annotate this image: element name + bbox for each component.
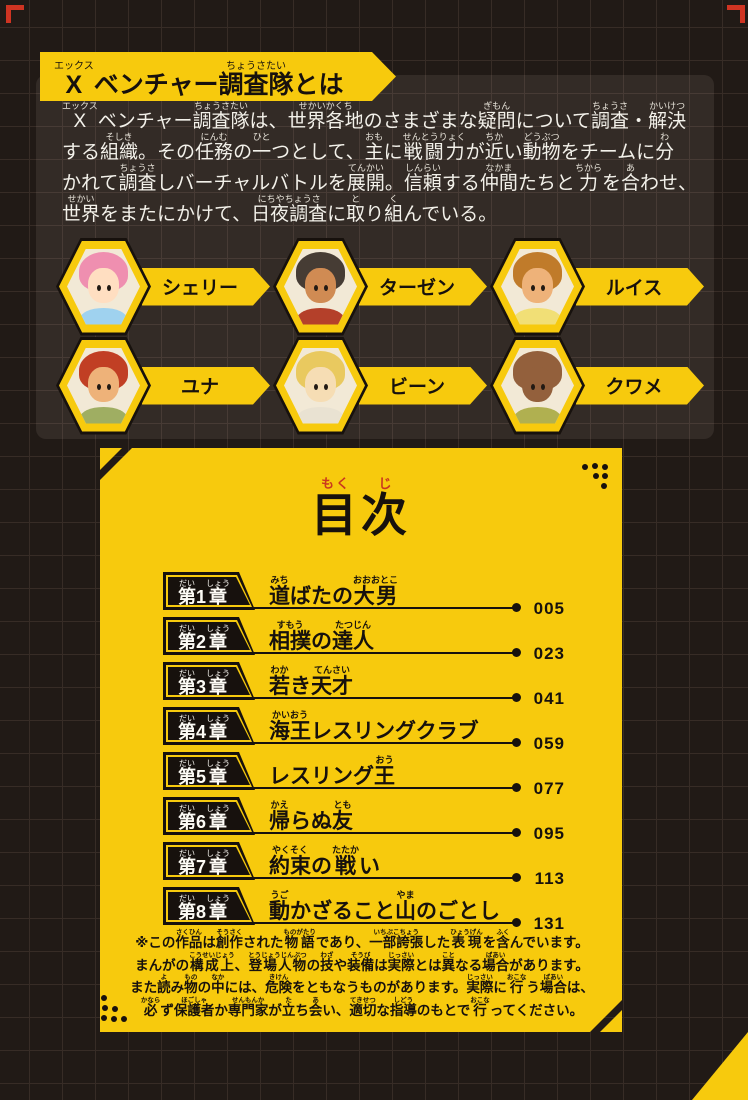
chapter-title: 相撲すもうの達人たつじん (269, 620, 374, 653)
chapter-badge: 第だい5章しょう (163, 752, 255, 790)
chapter-label: 第だい4章しょう (177, 714, 230, 742)
leader-dot (512, 783, 521, 792)
intro-line: かれて調査ちょうさしバーチャルバトルを展開てんかい。信頼しんらいする仲間なかまた… (62, 163, 697, 194)
chapter-page-number: 095 (533, 824, 565, 843)
leader-dot (512, 648, 521, 657)
intro-line: 世界せかいをまたにかけて、日夜調査にちやちょうさに取とり組くんでいる。 (62, 194, 498, 225)
chapter-title: 帰かえらぬ友とも (269, 800, 353, 833)
chapter-title: 若わかき天才てんさい (269, 665, 353, 698)
corner-registration-mark (6, 5, 24, 23)
intro-line: Xエックスベンチャー調査隊ちょうさたいは、世界各地せかいかくちのさまざまな疑問ぎ… (62, 101, 687, 132)
toc-chapter-row: 第だい5章しょう レスリング王おう 077 (163, 746, 565, 798)
toc-chapter-row: 第だい3章しょう 若わかき天才てんさい 041 (163, 656, 565, 708)
page-corner-accent (692, 1032, 748, 1100)
chapter-label: 第だい3章しょう (177, 669, 230, 697)
character-name: ルイス (605, 278, 663, 299)
disclaimer-line: 必かならず保護者ほごしゃか専門家せんもんかが立たち会あい、適切てきせつな指導しど… (140, 996, 584, 1018)
toc-chapter-row: 第だい8章しょう 動うごかざること山やまのごとし 131 (163, 881, 565, 933)
character-card: ターゼン (273, 237, 490, 336)
chapter-page-number: 005 (533, 599, 565, 618)
disclaimer-notes: ※この作品さくひんは創作そうさくされた物語ものがたりであり、一部誇張いちぶこちょ… (112, 929, 612, 1019)
leader-dot (512, 693, 521, 702)
chapter-page-number: 023 (533, 644, 565, 663)
character-name: シェリー (161, 278, 238, 299)
character-portrait-hexagon (490, 237, 585, 336)
character-card: ルイス (490, 237, 707, 336)
chapter-page-number: 113 (534, 869, 565, 888)
toc-chapter-row: 第だい1章しょう 道みちばたの大男おおおとこ 005 (163, 566, 565, 618)
chapter-title: レスリング王おう (269, 755, 395, 788)
character-card: ユナ (56, 336, 273, 435)
character-name-banner: ルイス (576, 268, 704, 306)
character-portrait-hexagon (56, 237, 151, 336)
corner-registration-mark (727, 5, 745, 23)
chapter-badge: 第だい1章しょう (163, 572, 255, 610)
chapter-badge: 第だい3章しょう (163, 662, 255, 700)
character-portrait-hexagon (273, 237, 368, 336)
disclaimer-line: ※この作品さくひんは創作そうさくされた物語ものがたりであり、一部誇張いちぶこちょ… (135, 929, 589, 950)
chapter-label: 第だい6章しょう (177, 804, 230, 832)
character-name-banner: ターゼン (359, 268, 487, 306)
toc-chapter-row: 第だい7章しょう 約束やくそくの戦たたかい 113 (163, 836, 565, 888)
character-name: ターゼン (378, 278, 455, 299)
intro-paragraph: Xエックスベンチャー調査隊ちょうさたいは、世界各地せかいかくちのさまざまな疑問ぎ… (62, 101, 707, 225)
toc-chapter-row: 第だい6章しょう 帰かえらぬ友とも 095 (163, 791, 565, 843)
character-name-banner: ユナ (142, 367, 270, 405)
character-name-banner: シェリー (142, 268, 270, 306)
leader-dot (512, 918, 521, 927)
disclaimer-line: また読よみ物ものの中なかには、危険きけんをともなうものがあります。実際じっさいに… (130, 974, 594, 995)
character-portrait-hexagon (56, 336, 151, 435)
character-name-banner: クワメ (576, 367, 704, 405)
character-card: クワメ (490, 336, 707, 435)
character-portrait-hexagon (273, 336, 368, 435)
chapter-page-number: 041 (533, 689, 565, 708)
chapter-label: 第だい1章しょう (177, 579, 230, 607)
toc-chapter-row: 第だい4章しょう 海王かいおうレスリングクラブ 059 (163, 701, 565, 753)
chapter-page-number: 077 (533, 779, 565, 798)
chapter-label: 第だい5章しょう (177, 759, 230, 787)
chapter-label: 第だい2章しょう (177, 624, 230, 652)
chapter-badge: 第だい7章しょう (163, 842, 255, 880)
character-portrait-hexagon (490, 336, 585, 435)
character-grid: シェリー ターゼン ルイス (56, 237, 708, 435)
toc-title: 目もく次じ (311, 476, 411, 541)
leader-dot (512, 738, 521, 747)
chapter-badge: 第だい2章しょう (163, 617, 255, 655)
intro-line: する組織そしき。その任務にんむの一ひとつとして、主おもに戦闘力せんとうりょくが近… (62, 132, 675, 163)
character-name: ユナ (180, 377, 219, 398)
intro-title: Xエックスベンチャー調査隊ちょうさたいとは (54, 61, 344, 99)
leader-dot (512, 603, 521, 612)
character-name: クワメ (605, 377, 663, 398)
toc-chapter-row: 第だい2章しょう 相撲すもうの達人たつじん 023 (163, 611, 565, 663)
chapter-title: 約束やくそくの戦たたかい (269, 845, 380, 878)
chapter-page-number: 059 (533, 734, 565, 753)
character-card: シェリー (56, 237, 273, 336)
character-name: ビーン (388, 377, 446, 398)
chapter-badge: 第だい4章しょう (163, 707, 255, 745)
chapter-title: 海王かいおうレスリングクラブ (269, 710, 479, 743)
chapter-title: 動うごかざること山やまのごとし (269, 890, 500, 923)
chapter-badge: 第だい8章しょう (163, 887, 255, 925)
toc-chapter-list: 第だい1章しょう 道みちばたの大男おおおとこ 005 第だい2章しょう 相撲すも… (163, 566, 565, 933)
leader-dot (512, 828, 521, 837)
character-name-banner: ビーン (359, 367, 487, 405)
chapter-label: 第だい7章しょう (177, 849, 230, 877)
chapter-badge: 第だい6章しょう (163, 797, 255, 835)
disclaimer-line: まんがの構成上こうせいじょう、登場人物とうじょうじんぶつの技わざや装備そうびは実… (135, 951, 589, 973)
chapter-label: 第だい8章しょう (177, 894, 230, 922)
character-card: ビーン (273, 336, 490, 435)
chapter-title: 道みちばたの大男おおおとこ (269, 575, 399, 608)
leader-dot (512, 873, 521, 882)
chapter-page-number: 131 (533, 914, 565, 933)
intro-title-banner: Xエックスベンチャー調査隊ちょうさたいとは (40, 52, 396, 101)
